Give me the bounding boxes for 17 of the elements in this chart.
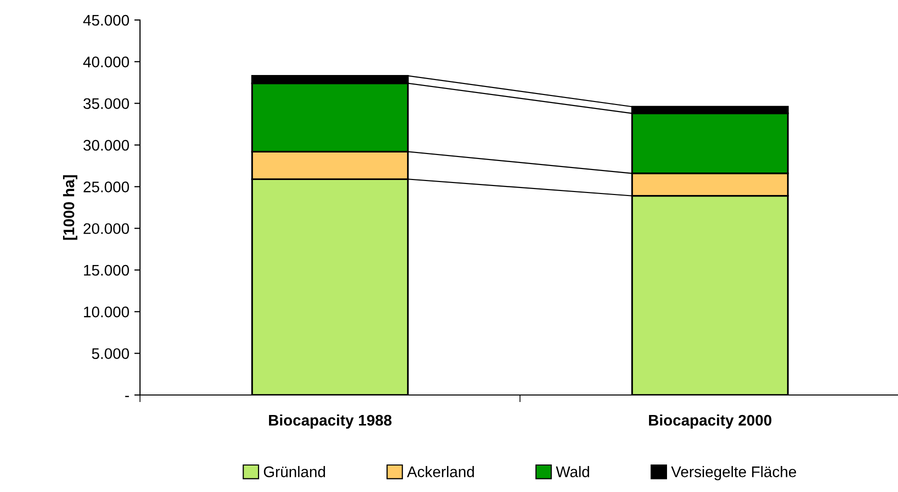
legend-label: Grünland <box>264 466 325 478</box>
y-tick-label: 10.000 <box>84 306 129 318</box>
y-axis-title: [1000 ha] <box>63 175 78 240</box>
y-tick-label: 20.000 <box>84 223 129 234</box>
y-tick-label: 5.000 <box>92 348 129 360</box>
x-tick-label: Biocapacity 2000 <box>649 414 772 429</box>
y-tick-label: 45.000 <box>83 14 129 26</box>
y-tick-label: 30.000 <box>83 140 129 151</box>
x-tick-label: Biocapacity 1988 <box>269 414 392 429</box>
y-tick-label: - <box>125 396 129 398</box>
y-tick-label: 25.000 <box>84 182 129 192</box>
legend-label: Ackerland <box>406 466 474 478</box>
y-tick-label: 35.000 <box>83 98 129 110</box>
legend-label: Wald <box>556 466 590 478</box>
y-tick-label: 40.000 <box>83 56 129 68</box>
legend-label: Versiegelte Fläche <box>671 466 796 480</box>
y-tick-label: 15.000 <box>84 264 129 276</box>
